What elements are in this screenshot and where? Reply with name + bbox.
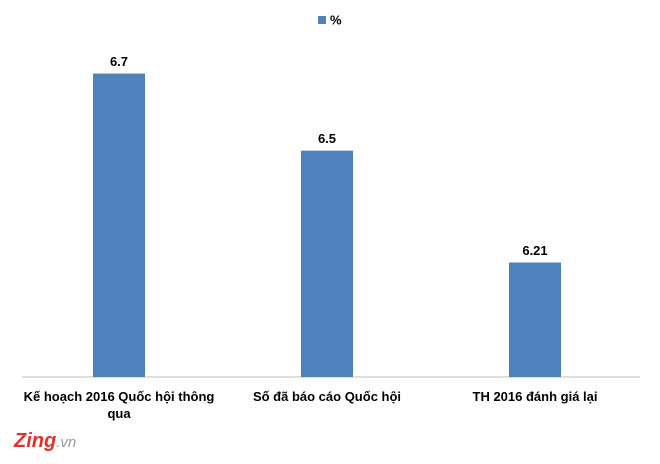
value-label: 6.21 [522,243,547,258]
x-tick-label: TH 2016 đánh giá lại [472,389,598,404]
bar [93,73,145,377]
x-tick-label: Kế hoạch 2016 Quốc hội thông qua [23,389,215,421]
legend-swatch [318,16,326,24]
x-tick-label: Số đã báo cáo Quốc hội [252,389,402,404]
value-label: 6.5 [318,131,336,146]
logo-main: Zing [14,430,57,452]
legend-label: % [330,12,342,27]
value-label: 6.7 [110,54,128,69]
bar [301,150,353,377]
logo-suffix: .vn [56,434,77,451]
logo: Zing.vn [14,430,76,453]
bar [509,262,561,377]
